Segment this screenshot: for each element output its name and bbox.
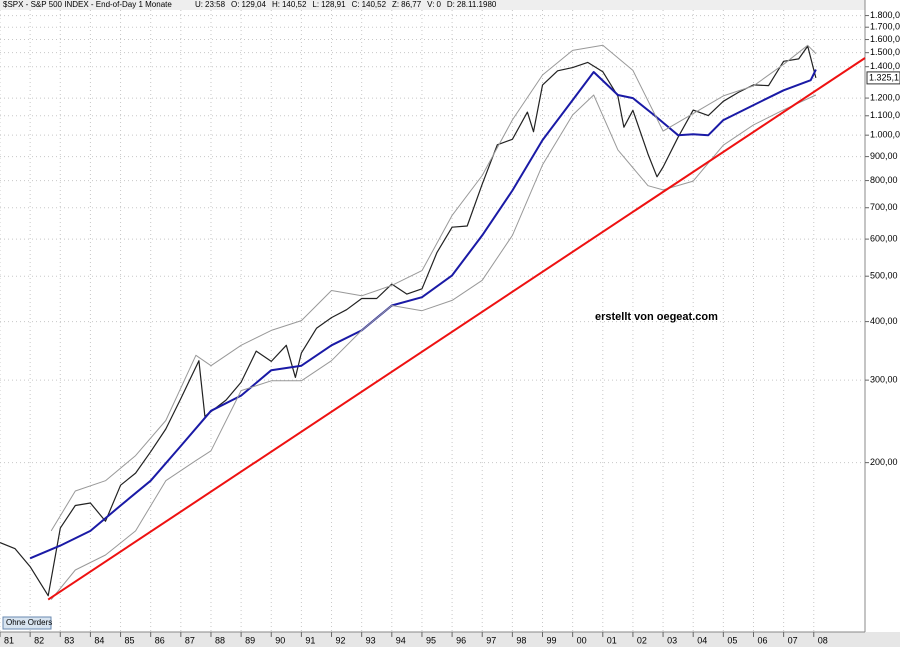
x-tick-label: 08 [818,635,828,645]
last-price-label: 1.325,1 [869,72,899,82]
line-series [50,44,817,532]
button[interactable]: Ohne Orders [2,616,52,630]
header-key: Z: [392,0,399,9]
x-tick-label: 94 [396,635,406,645]
x-tick-label: 85 [125,635,135,645]
y-tick-label: 1.600,00 [870,34,900,44]
y-tick-label: 600,00 [870,233,898,243]
line-series [47,57,866,601]
x-tick-label: 86 [155,635,165,645]
x-tick-label: 99 [547,635,557,645]
header-key: U: [195,0,203,9]
x-tick-label: 93 [366,635,376,645]
x-tick-label: 91 [305,635,315,645]
y-tick-label: 900,00 [870,151,898,161]
x-tick-label: 98 [516,635,526,645]
header-value: 140,52 [362,0,387,9]
x-tick-label: 82 [34,635,44,645]
y-tick-label: 1.500,00 [870,47,900,57]
x-tick-label: 03 [667,635,677,645]
header-key: C: [352,0,360,9]
x-tick-label: 95 [426,635,436,645]
y-tick-label: 700,00 [870,202,898,212]
header-value: 23:58 [205,0,226,9]
x-tick-label: 89 [245,635,255,645]
button-frame[interactable] [2,616,52,630]
header-key: V: [427,0,434,9]
x-tick-label: 90 [275,635,285,645]
header-value: 0 [436,0,441,9]
header-value: 86,77 [401,0,422,9]
y-tick-label: 1.200,00 [870,92,900,102]
header-key: D: [447,0,455,9]
y-tick-label: 1.700,00 [870,22,900,32]
y-tick-label: 500,00 [870,271,898,281]
x-tick-label: 88 [215,635,225,645]
x-tick-label: 01 [607,635,617,645]
y-tick-label: 1.000,00 [870,130,900,140]
x-tick-label: 87 [185,635,195,645]
header-bar [0,0,865,10]
header-key: O: [231,0,239,9]
x-tick-label: 05 [727,635,737,645]
y-tick-label: 300,00 [870,375,898,385]
x-tick-label: 07 [788,635,798,645]
x-tick-label: 97 [486,635,496,645]
header-value: 129,04 [241,0,266,9]
button-label[interactable]: Ohne Orders [6,618,52,627]
x-tick-label: 00 [577,635,587,645]
header-value: 140,52 [282,0,307,9]
header-key: L: [312,0,319,9]
x-axis-strip [0,632,900,647]
header-key: H: [272,0,280,9]
header-value: 128,91 [321,0,346,9]
y-tick-label: 1.800,00 [870,10,900,20]
x-tick-label: 04 [697,635,707,645]
last-price-box [866,71,900,85]
y-tick-label: 800,00 [870,175,898,185]
x-tick-label: 92 [336,635,346,645]
y-tick-label: 1.400,00 [870,61,900,71]
x-tick-label: 02 [637,635,647,645]
header-value: 28.11.1980 [457,0,497,9]
y-tick-label: 400,00 [870,316,898,326]
x-tick-label: 06 [757,635,767,645]
x-tick-label: 81 [4,635,14,645]
line-series [29,69,817,560]
line-series [50,94,817,600]
x-tick-label: 84 [94,635,104,645]
header-symbol: $SPX - S&P 500 INDEX - End-of-Day 1 Mona… [3,0,172,9]
y-tick-label: 200,00 [870,457,898,467]
header: $SPX - S&P 500 INDEX - End-of-Day 1 Mona… [3,0,497,9]
y-tick-label: 1.100,00 [870,110,900,120]
x-tick-label: 96 [456,635,466,645]
x-tick-label: 83 [64,635,74,645]
annotation: erstellt von oegeat.com [595,311,718,323]
